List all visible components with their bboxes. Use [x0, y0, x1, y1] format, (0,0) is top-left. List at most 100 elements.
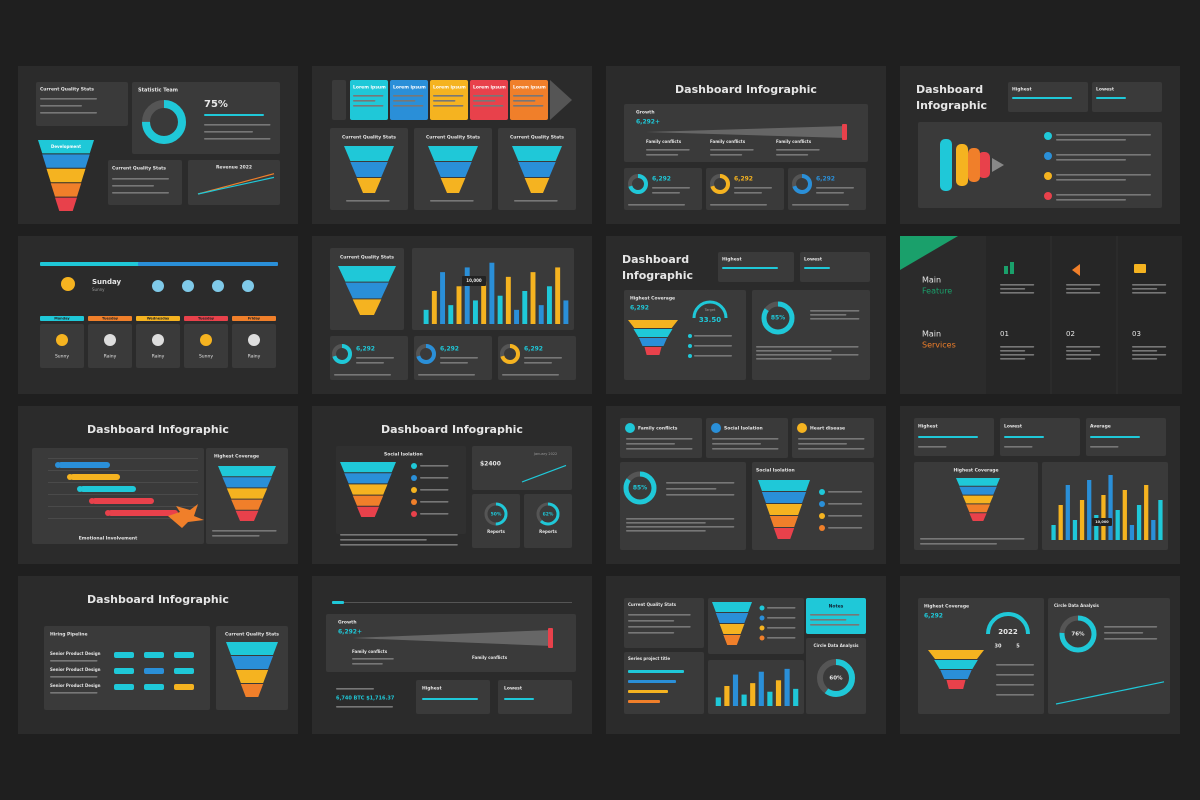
bar-decor [784, 668, 790, 706]
panel [416, 680, 490, 714]
placeholder-line [810, 624, 860, 626]
funnel-layer [769, 516, 799, 527]
funnel-layer [42, 154, 90, 168]
label: Revenue 2022 [216, 165, 252, 171]
label: Lorem ipsum [473, 85, 506, 91]
placeholder-line [433, 105, 464, 107]
placeholder-line [767, 617, 796, 619]
label: 6,292 [356, 346, 375, 353]
grid-line [48, 482, 198, 483]
weather-icon [200, 334, 212, 346]
placeholder-line [767, 607, 796, 609]
placeholder-line [1056, 159, 1126, 161]
panel [32, 448, 204, 544]
label: Highest [722, 257, 742, 263]
cone-end [548, 628, 553, 648]
funnel-layer [235, 510, 259, 521]
placeholder-line [712, 438, 779, 440]
funnel-layer [357, 506, 379, 517]
label: Main [922, 330, 941, 339]
funnel-layer [340, 462, 396, 473]
funnel-layer [434, 162, 472, 177]
label: 5 [1016, 644, 1020, 650]
cone-layer [644, 347, 662, 355]
placeholder-line [767, 637, 796, 639]
placeholder-line [212, 530, 277, 532]
label: Dashboard [916, 83, 983, 96]
bar-decor [563, 300, 569, 324]
placeholder-line [1056, 194, 1151, 196]
label: Feature [922, 287, 952, 296]
donut-arc [142, 100, 186, 144]
placeholder-line [756, 358, 832, 360]
label: Highest [1012, 87, 1032, 93]
placeholder-line [1090, 446, 1119, 448]
placeholder-line [473, 95, 504, 97]
label: Highest [918, 424, 938, 430]
placeholder-line [1000, 284, 1035, 286]
grid-line [48, 506, 198, 507]
bullet [819, 513, 825, 519]
placeholder-line [1000, 288, 1026, 290]
placeholder-line [420, 477, 449, 479]
placeholder-line [340, 544, 458, 546]
funnel-layer [962, 495, 994, 504]
funnel-layer [46, 168, 86, 183]
donut-arc [710, 174, 730, 194]
progress [628, 690, 668, 693]
line-decor [197, 176, 275, 195]
funnel-layer [226, 642, 278, 655]
label: Current Quality Stats [628, 602, 677, 607]
bar-decor [538, 305, 544, 324]
slide: SundaySunnyMondaySunnyTuesdayRainyWednes… [18, 236, 298, 394]
label: 2022 [998, 628, 1018, 636]
label: 02 [1066, 330, 1075, 338]
placeholder-line [356, 357, 394, 359]
pill [174, 668, 194, 674]
funnel-layer [352, 495, 384, 506]
slide: Family conflicts Social Isolation Heart di… [606, 406, 886, 564]
placeholder-line [756, 350, 832, 352]
placeholder-line [918, 446, 947, 448]
placeholder-line [1000, 292, 1035, 294]
funnel-layer [712, 602, 752, 612]
placeholder-line [1132, 284, 1167, 286]
bullet [688, 344, 692, 348]
slide: Dashboard Infographic Hiring Pipeline Seni… [18, 576, 298, 734]
label: Family conflicts [710, 139, 746, 144]
bar-decor [1051, 525, 1056, 540]
placeholder-line [767, 627, 796, 629]
placeholder-line [352, 658, 394, 660]
placeholder-line [694, 335, 732, 337]
bullet [1044, 172, 1052, 180]
pill [114, 684, 134, 690]
label: Services [922, 341, 956, 350]
label: Senior Product Design [50, 651, 101, 656]
placeholder-line [628, 620, 675, 622]
donut-arc [628, 174, 648, 194]
label: Social Isolation [384, 452, 423, 458]
weather-icon [248, 334, 260, 346]
burst [168, 504, 204, 528]
label: Lowest [504, 686, 523, 692]
funnel-layer [524, 178, 550, 193]
placeholder-line [626, 438, 693, 440]
label: Friday [248, 317, 261, 321]
placeholder-line [112, 185, 154, 187]
placeholder-line [1132, 292, 1167, 294]
cone-layer [934, 660, 978, 669]
funnel-layer [352, 299, 382, 315]
grid-line [48, 458, 198, 459]
icon [1072, 264, 1080, 276]
funnel-layer [440, 178, 466, 193]
label: 50% [491, 512, 502, 518]
placeholder-line [420, 465, 449, 467]
cone-layer [946, 680, 966, 689]
cone-layer [639, 338, 667, 346]
placeholder-line [996, 684, 1034, 686]
placeholder-line [810, 310, 860, 312]
placeholder-line [1132, 358, 1158, 360]
bar-decor [472, 300, 478, 324]
label: 75% [204, 99, 228, 110]
placeholder-line [712, 443, 761, 445]
